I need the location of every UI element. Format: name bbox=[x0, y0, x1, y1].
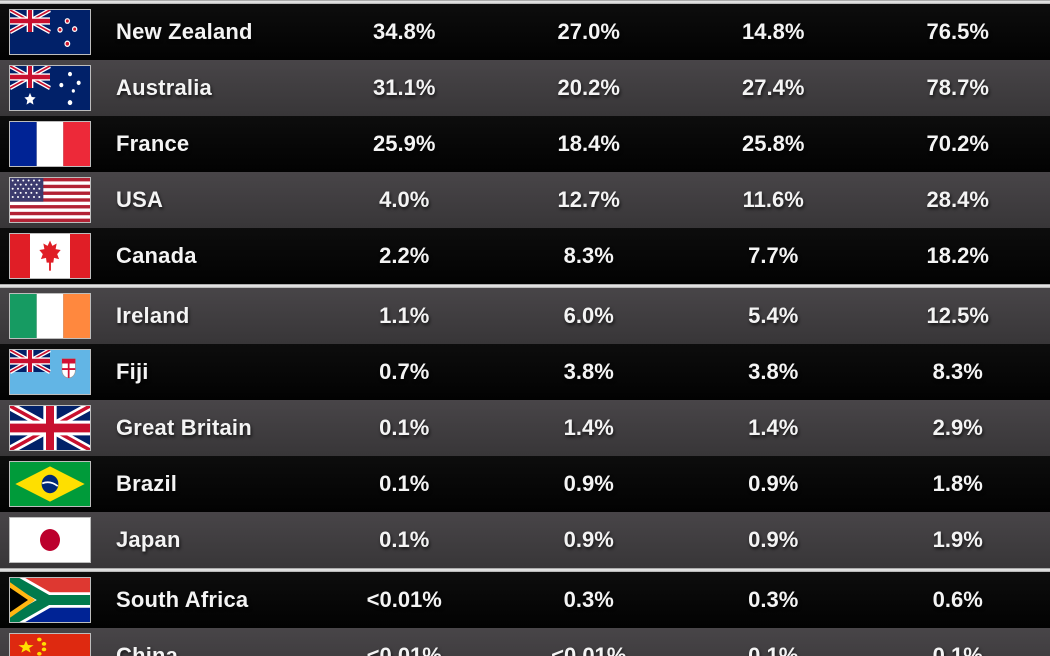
value-col3: 0.3% bbox=[748, 587, 799, 612]
table-row-brazil: Brazil 0.1% 0.9% 0.9% 1.8% bbox=[0, 456, 1050, 512]
table-row-usa: USA 4.0% 12.7% 11.6% 28.4% bbox=[0, 172, 1050, 228]
value-col4: 1.8% bbox=[932, 471, 983, 496]
value-col3: 0.1% bbox=[748, 643, 799, 656]
flag-south-africa-icon bbox=[9, 577, 91, 623]
value-col4: 76.5% bbox=[926, 19, 989, 44]
value-col2: 20.2% bbox=[557, 75, 620, 100]
value-col1: 34.8% bbox=[373, 19, 436, 44]
value-col2: 12.7% bbox=[557, 187, 620, 212]
value-col3: 5.4% bbox=[748, 303, 799, 328]
table-row-south-africa: South Africa <0.01% 0.3% 0.3% 0.6% bbox=[0, 572, 1050, 628]
value-col4: 1.9% bbox=[932, 527, 983, 552]
value-col3: 0.9% bbox=[748, 527, 799, 552]
flag-fiji-icon bbox=[9, 349, 91, 395]
country-label: Australia bbox=[116, 75, 212, 100]
value-col1: <0.01% bbox=[366, 643, 442, 656]
country-label: USA bbox=[116, 187, 164, 212]
value-col2: 8.3% bbox=[563, 243, 614, 268]
country-label: France bbox=[116, 131, 190, 156]
value-col1: 1.1% bbox=[379, 303, 430, 328]
table-row-france: France 25.9% 18.4% 25.8% 70.2% bbox=[0, 116, 1050, 172]
flag-great-britain-icon bbox=[9, 405, 91, 451]
value-col4: 78.7% bbox=[926, 75, 989, 100]
value-col2: 1.4% bbox=[563, 415, 614, 440]
value-col1: 25.9% bbox=[373, 131, 436, 156]
value-col3: 27.4% bbox=[742, 75, 805, 100]
value-col2: <0.01% bbox=[551, 643, 627, 656]
table-row-japan: Japan 0.1% 0.9% 0.9% 1.9% bbox=[0, 512, 1050, 568]
value-col3: 3.8% bbox=[748, 359, 799, 384]
value-col4: 2.9% bbox=[932, 415, 983, 440]
value-col2: 6.0% bbox=[563, 303, 614, 328]
country-label: New Zealand bbox=[116, 19, 253, 44]
flag-australia-icon bbox=[9, 65, 91, 111]
table-row-australia: Australia 31.1% 20.2% 27.4% 78.7% bbox=[0, 60, 1050, 116]
country-label: China bbox=[116, 643, 179, 656]
value-col1: 0.1% bbox=[379, 471, 430, 496]
flag-ireland-icon bbox=[9, 293, 91, 339]
separator-line bbox=[0, 284, 1050, 288]
value-col1: 0.1% bbox=[379, 527, 430, 552]
flag-brazil-icon bbox=[9, 461, 91, 507]
value-col3: 1.4% bbox=[748, 415, 799, 440]
value-col3: 11.6% bbox=[742, 187, 804, 212]
value-col2: 3.8% bbox=[563, 359, 614, 384]
value-col2: 0.9% bbox=[563, 527, 614, 552]
flag-usa-icon bbox=[9, 177, 91, 223]
flag-japan-icon bbox=[9, 517, 91, 563]
separator-line bbox=[0, 568, 1050, 572]
country-label: Fiji bbox=[116, 359, 149, 384]
country-label: South Africa bbox=[116, 587, 249, 612]
value-col4: 18.2% bbox=[926, 243, 989, 268]
flag-canada-icon bbox=[9, 233, 91, 279]
flag-france-icon bbox=[9, 121, 91, 167]
value-col1: 0.7% bbox=[379, 359, 430, 384]
value-col4: 12.5% bbox=[926, 303, 989, 328]
table-row-great-britain: Great Britain 0.1% 1.4% 1.4% 2.9% bbox=[0, 400, 1050, 456]
country-label: Japan bbox=[116, 527, 181, 552]
value-col2: 0.3% bbox=[563, 587, 614, 612]
value-col2: 0.9% bbox=[563, 471, 614, 496]
value-col3: 7.7% bbox=[748, 243, 799, 268]
value-col2: 27.0% bbox=[557, 19, 620, 44]
value-col1: <0.01% bbox=[366, 587, 442, 612]
value-col1: 4.0% bbox=[379, 187, 430, 212]
value-col3: 0.9% bbox=[748, 471, 799, 496]
country-label: Ireland bbox=[116, 303, 190, 328]
table-row-ireland: Ireland 1.1% 6.0% 5.4% 12.5% bbox=[0, 288, 1050, 344]
value-col4: 28.4% bbox=[926, 187, 989, 212]
value-col1: 0.1% bbox=[379, 415, 430, 440]
value-col4: 8.3% bbox=[932, 359, 983, 384]
value-col3: 14.8% bbox=[742, 19, 805, 44]
value-col4: 0.6% bbox=[932, 587, 983, 612]
table-row-new-zealand: New Zealand 34.8% 27.0% 14.8% 76.5% bbox=[0, 4, 1050, 60]
value-col4: 70.2% bbox=[926, 131, 989, 156]
flag-new-zealand-icon bbox=[9, 9, 91, 55]
country-label: Great Britain bbox=[116, 415, 252, 440]
country-label: Brazil bbox=[116, 471, 178, 496]
table-row-canada: Canada 2.2% 8.3% 7.7% 18.2% bbox=[0, 228, 1050, 284]
value-col2: 18.4% bbox=[557, 131, 620, 156]
table-row-fiji: Fiji 0.7% 3.8% 3.8% 8.3% bbox=[0, 344, 1050, 400]
value-col1: 2.2% bbox=[379, 243, 430, 268]
value-col1: 31.1% bbox=[373, 75, 436, 100]
flag-china-icon bbox=[9, 633, 91, 656]
country-label: Canada bbox=[116, 243, 197, 268]
separator-line bbox=[0, 0, 1050, 4]
table-row-china: China <0.01% <0.01% 0.1% 0.1% bbox=[0, 628, 1050, 656]
value-col3: 25.8% bbox=[742, 131, 805, 156]
value-col4: 0.1% bbox=[932, 643, 983, 656]
